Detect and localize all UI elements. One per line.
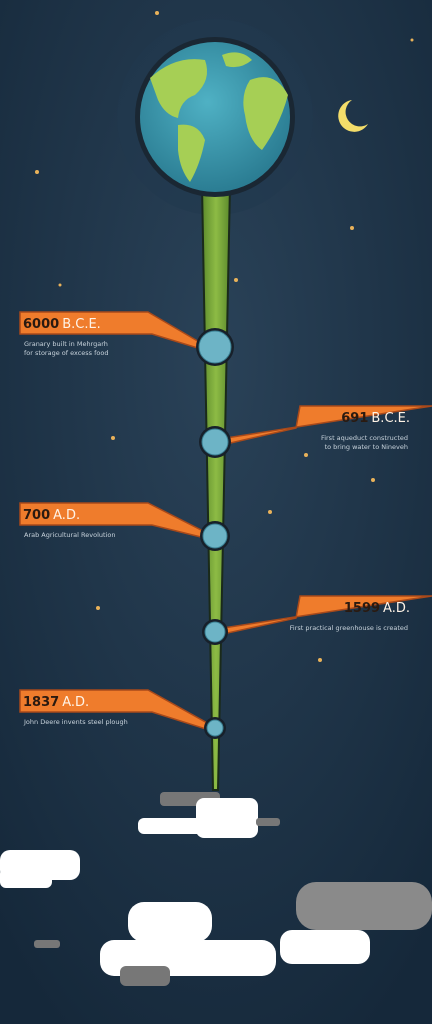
event-description: John Deere invents steel plough bbox=[23, 718, 128, 726]
event-description: Granary built in Mehrgarh bbox=[24, 340, 108, 348]
event-description: to bring water to Nineveh bbox=[325, 443, 408, 451]
event-year: 1837 bbox=[23, 695, 59, 710]
event-date: 691 B.C.E. bbox=[341, 411, 410, 426]
timeline-event: 700 A.D. Arab Agricultural Revolution bbox=[19, 502, 230, 551]
event-date: 700 A.D. bbox=[23, 508, 80, 523]
event-era: A.D. bbox=[53, 508, 80, 523]
timeline-node-inner bbox=[201, 428, 229, 456]
event-year: 1599 bbox=[344, 601, 380, 616]
earth bbox=[135, 37, 295, 197]
label-banner bbox=[225, 405, 432, 445]
event-era: B.C.E. bbox=[371, 411, 410, 426]
event-description: Arab Agricultural Revolution bbox=[24, 531, 115, 539]
event-description: First practical greenhouse is created bbox=[290, 624, 408, 632]
stars bbox=[35, 11, 414, 662]
event-era: A.D. bbox=[383, 601, 410, 616]
timeline-event: 1599 A.D. First practical greenhouse is cr… bbox=[202, 595, 432, 645]
event-year: 6000 bbox=[23, 317, 59, 332]
moon bbox=[338, 100, 368, 132]
event-era: A.D. bbox=[62, 695, 89, 710]
event-year: 691 bbox=[341, 411, 368, 426]
event-date: 1599 A.D. bbox=[344, 601, 410, 616]
event-description: for storage of excess food bbox=[24, 349, 109, 357]
label-banner bbox=[222, 595, 432, 635]
timeline-node-inner bbox=[204, 621, 226, 643]
timeline-node-inner bbox=[198, 330, 232, 364]
event-date: 6000 B.C.E. bbox=[23, 317, 101, 332]
timeline-event: 1837 A.D. John Deere invents steel plough bbox=[19, 689, 226, 739]
timeline-node-inner bbox=[206, 719, 224, 737]
clouds bbox=[0, 792, 432, 986]
timeline-node-inner bbox=[202, 523, 228, 549]
event-date: 1837 A.D. bbox=[23, 695, 89, 710]
event-description: First aqueduct constructed bbox=[321, 434, 408, 442]
event-year: 700 bbox=[23, 508, 50, 523]
event-era: B.C.E. bbox=[62, 317, 101, 332]
